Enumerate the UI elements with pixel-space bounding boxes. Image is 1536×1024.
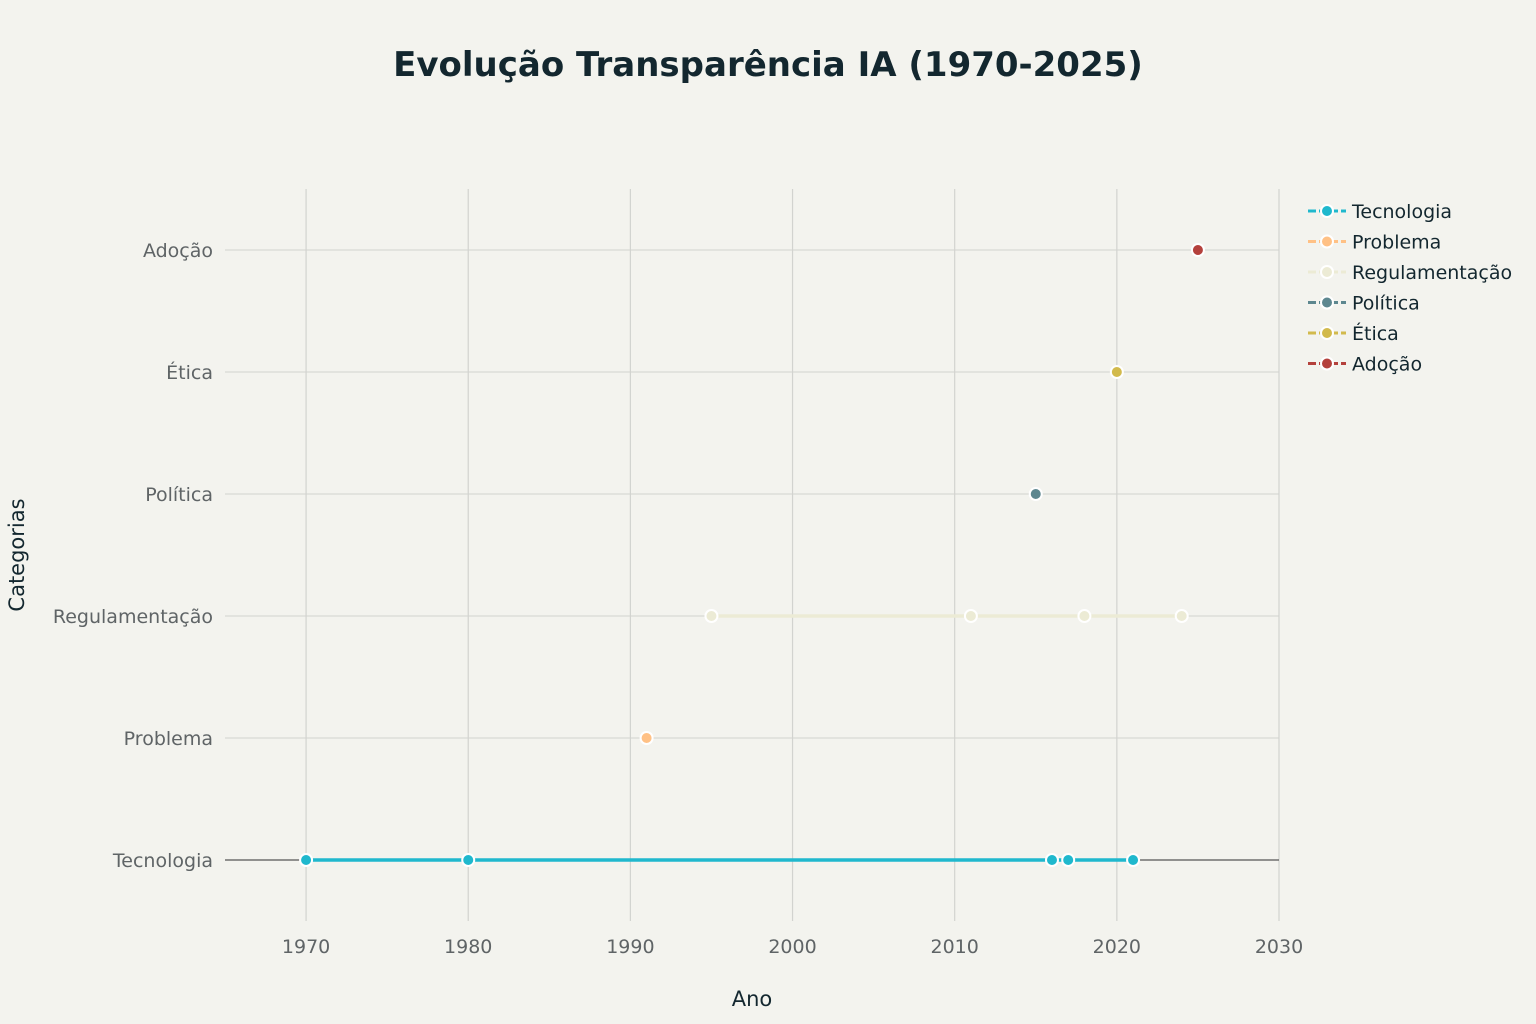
legend-label: Tecnologia: [1351, 201, 1452, 223]
legend-item: Problema: [1308, 232, 1441, 254]
legend-label: Adoção: [1352, 354, 1422, 376]
data-point: [1077, 609, 1092, 623]
y-tick-label: Problema: [124, 728, 213, 750]
data-point: [1190, 243, 1205, 257]
data-point: [1109, 365, 1124, 379]
legend-marker: [1320, 356, 1334, 371]
data-point: [704, 609, 719, 623]
x-tick-label: 2000: [768, 936, 816, 958]
series-group: [299, 243, 1205, 867]
chart-title: Evolução Transparência IA (1970-2025): [393, 45, 1143, 85]
x-tick-label: 1990: [606, 936, 654, 958]
data-point: [963, 609, 978, 623]
legend-label: Política: [1352, 293, 1420, 315]
legend-label: Ética: [1352, 322, 1399, 345]
legend-marker: [1320, 204, 1334, 218]
x-tick-label: 1980: [444, 936, 492, 958]
data-point: [299, 853, 314, 867]
legend-item: Tecnologia: [1308, 201, 1452, 223]
y-axis-label: Categorias: [5, 498, 29, 611]
legend-item: Política: [1308, 293, 1420, 315]
data-point: [1044, 853, 1059, 867]
data-point: [1028, 487, 1043, 501]
data-point: [461, 853, 476, 867]
legend-marker: [1320, 265, 1334, 279]
legend-label: Regulamentação: [1352, 262, 1512, 284]
grid: [225, 189, 1280, 921]
y-tick-label: Adoção: [143, 240, 213, 262]
legend-item: Adoção: [1308, 354, 1422, 376]
tick-labels: 1970 1980 1990 2000 2010 2020 2030 Tecnologia Pr…: [53, 240, 1303, 958]
x-axis-label: Ano: [732, 987, 773, 1011]
legend-label: Problema: [1352, 232, 1441, 254]
data-point: [1126, 853, 1141, 867]
y-tick-label: Política: [145, 484, 213, 506]
legend-marker: [1320, 234, 1334, 249]
data-point: [1061, 853, 1076, 867]
y-tick-label: Regulamentação: [53, 606, 213, 628]
legend-marker: [1320, 295, 1334, 310]
data-point: [639, 731, 654, 745]
x-tick-label: 2030: [1255, 936, 1303, 958]
x-tick-label: 2020: [1093, 936, 1141, 958]
y-tick-label: Tecnologia: [112, 850, 213, 872]
x-tick-label: 1970: [282, 936, 330, 958]
x-tick-label: 2010: [931, 936, 979, 958]
y-tick-label: Ética: [166, 361, 213, 384]
data-point: [1174, 609, 1189, 623]
legend-marker: [1320, 326, 1334, 340]
legend-item: Ética: [1308, 322, 1399, 345]
legend-item: Regulamentação: [1308, 262, 1512, 284]
legend: Tecnologia Problema Regulamentação Política…: [1308, 201, 1512, 376]
